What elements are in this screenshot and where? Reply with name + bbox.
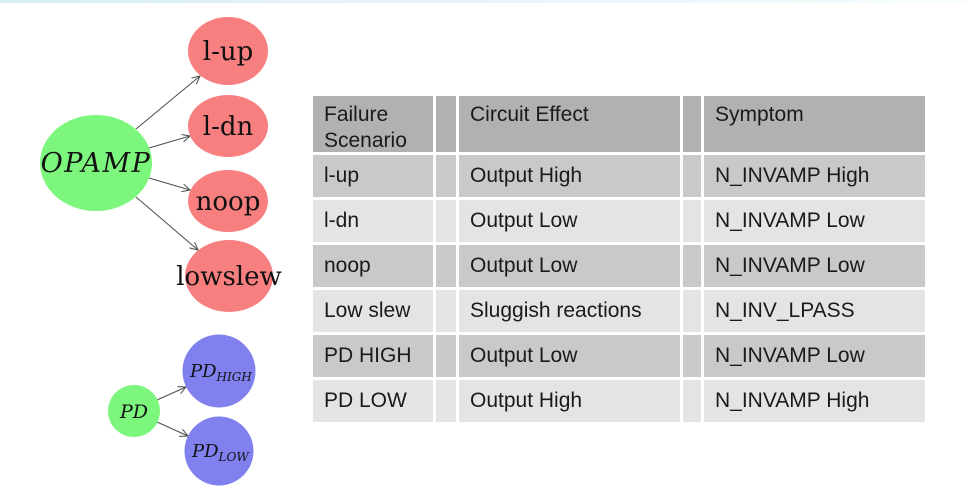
spacer-cell (683, 290, 701, 332)
spacer-cell (683, 200, 701, 242)
cell-failure-scenario: noop (313, 245, 433, 287)
cell-failure-scenario: Low slew (313, 290, 433, 332)
edge-opamp-to-ldn (148, 136, 190, 149)
spacer-cell (683, 155, 701, 197)
cell-circuit-effect: Sluggish reactions (459, 290, 680, 332)
node-pd-label: PD (119, 401, 148, 423)
edge-opamp-to-lowslew (135, 196, 198, 250)
diagram-node-lowslew: lowslew (176, 240, 282, 312)
edge-opamp-to-noop (148, 177, 190, 190)
cell-circuit-effect: Output High (459, 155, 680, 197)
window-top-edge (0, 0, 964, 3)
cell-symptom: N_INV_LPASS (704, 290, 925, 332)
diagram-node-l-up: l-up (188, 17, 268, 85)
edge-opamp-to-lup (135, 76, 200, 130)
diagram-node-pd: PD (108, 385, 160, 437)
node-l-up-label: l-up (203, 37, 254, 67)
node-opamp-label: OPAMP (41, 148, 152, 179)
fault-tree-diagram: OPAMP l-up l-dn noop lowslew PD PDHIGH (40, 17, 282, 486)
node-noop-label: noop (196, 187, 261, 217)
spacer-cell (436, 290, 456, 332)
cell-failure-scenario: PD HIGH (313, 335, 433, 377)
edge-pd-to-pdlow (156, 421, 188, 436)
spacer-cell (436, 155, 456, 197)
cell-failure-scenario: l-up (313, 155, 433, 197)
spacer-cell (683, 335, 701, 377)
cell-circuit-effect: Output High (459, 380, 680, 422)
cell-failure-scenario: l-dn (313, 200, 433, 242)
cell-circuit-effect: Output Low (459, 245, 680, 287)
cell-symptom: N_INVAMP Low (704, 200, 925, 242)
header-spacer-2 (683, 96, 701, 152)
spacer-cell (436, 200, 456, 242)
spacer-cell (436, 335, 456, 377)
cell-symptom: N_INVAMP Low (704, 335, 925, 377)
diagram-node-l-dn: l-dn (188, 95, 268, 157)
cell-symptom: N_INVAMP High (704, 155, 925, 197)
diagram-node-noop: noop (188, 170, 268, 232)
diagram-node-pd-low: PDLOW (184, 416, 254, 486)
spacer-cell (436, 380, 456, 422)
header-cell-circuit-effect: Circuit Effect (459, 96, 680, 152)
node-pd-high-label: PDHIGH (189, 361, 252, 384)
node-pd-low-label: PDLOW (191, 441, 250, 464)
cell-symptom: N_INVAMP High (704, 380, 925, 422)
failure-symptom-table: Failure Scenario Circuit Effect Symptom … (313, 96, 925, 422)
cell-circuit-effect: Output Low (459, 200, 680, 242)
edge-pd-to-pdhigh (156, 387, 186, 401)
diagram-node-pd-high: PDHIGH (182, 334, 256, 408)
spacer-cell (436, 245, 456, 287)
cell-circuit-effect: Output Low (459, 335, 680, 377)
header-cell-failure-scenario: Failure Scenario (313, 96, 433, 152)
cell-symptom: N_INVAMP Low (704, 245, 925, 287)
node-l-dn-label: l-dn (203, 112, 254, 142)
header-spacer-1 (436, 96, 456, 152)
spacer-cell (683, 380, 701, 422)
node-lowslew-label: lowslew (176, 262, 282, 292)
diagram-node-opamp: OPAMP (40, 115, 152, 211)
header-cell-symptom: Symptom (704, 96, 925, 152)
spacer-cell (683, 245, 701, 287)
cell-failure-scenario: PD LOW (313, 380, 433, 422)
